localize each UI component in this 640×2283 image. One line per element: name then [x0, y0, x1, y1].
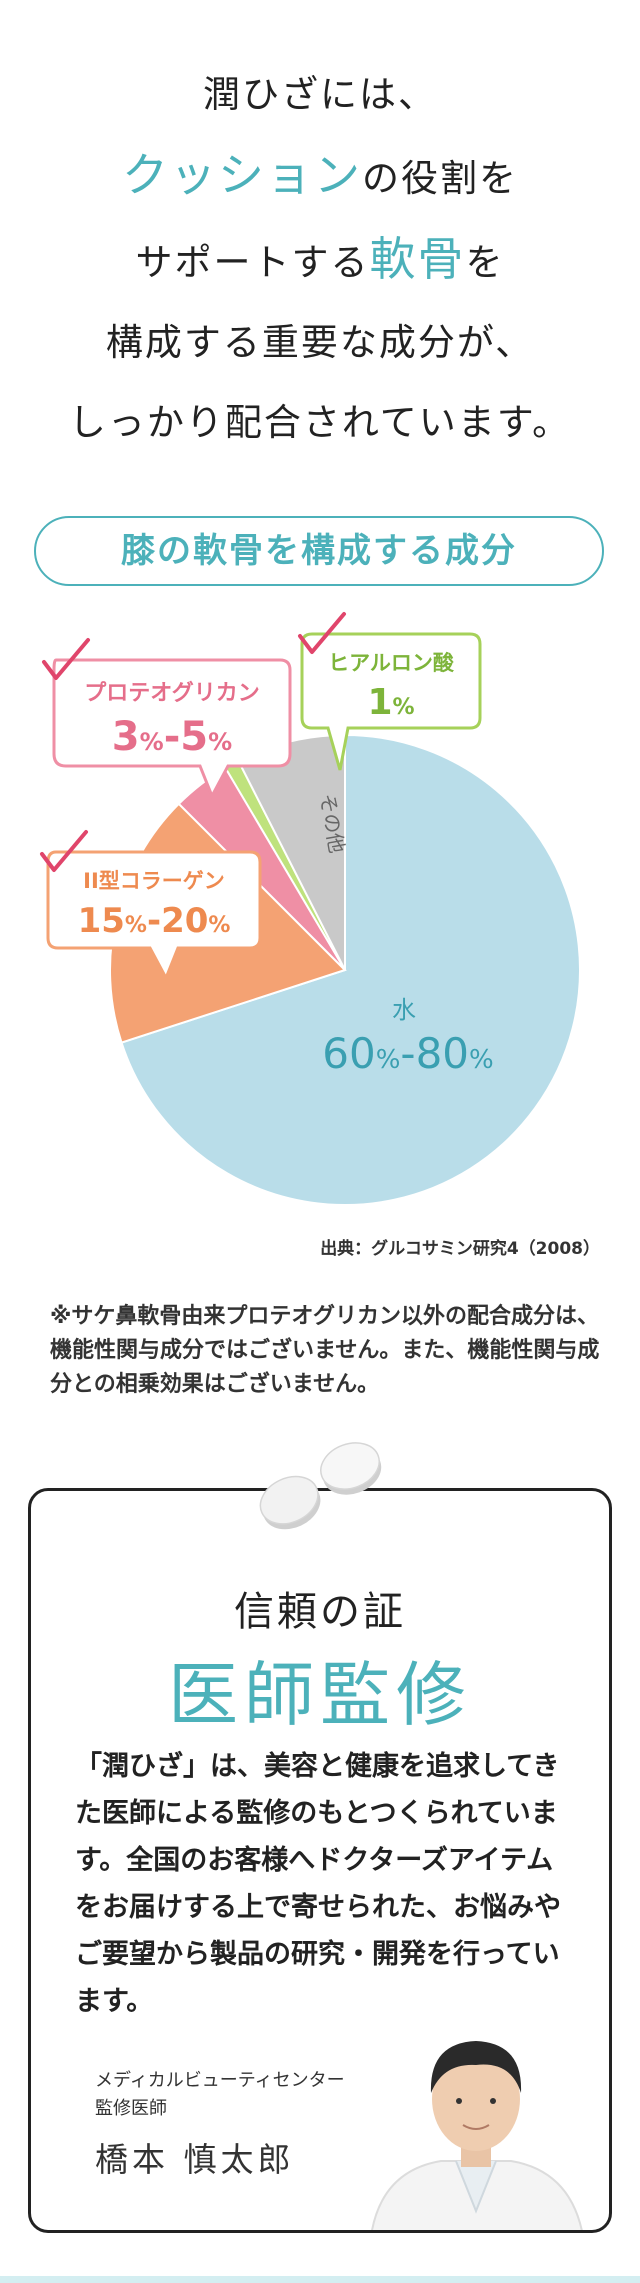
source-citation: 出典：グルコサミン研究4（2008）	[320, 1239, 600, 1259]
intro-line-3-pre: サポートする	[135, 241, 370, 284]
intro-line-2-rest: の役割を	[362, 157, 518, 200]
doctor-name: 橋本 慎太郎	[95, 2140, 295, 2179]
doctor-supervision-card: 信頼の証 医師監修 「潤ひざ」は、美容と健康を追求してきた医師による監修のもとつ…	[28, 1488, 612, 2233]
intro-line-2: クッションの役割を	[0, 135, 640, 219]
intro-line-3-post: を	[465, 241, 505, 284]
intro-line-4: 構成する重要な成分が、	[105, 321, 535, 364]
check-icon	[42, 638, 90, 680]
hyaluronic-callout: ヒアルロン酸 1%	[298, 612, 482, 771]
pie-slices	[109, 733, 581, 1206]
cartilage-composition-chart: 水 60%-80% その他 プロテオグリカン 3%-5% ヒアルロン酸 1% I…	[40, 612, 581, 1206]
check-icon	[40, 830, 88, 872]
card-title: 信頼の証	[234, 1589, 406, 1635]
hyaluronic-label: ヒアルロン酸	[328, 651, 455, 675]
collagen-label: II型コラーゲン	[83, 869, 225, 893]
collagen-value: 15%-20%	[78, 901, 231, 941]
water-value: 60%-80%	[322, 1029, 494, 1078]
hyaluronic-value: 1%	[367, 682, 414, 723]
collagen-callout: II型コラーゲン 15%-20%	[40, 830, 262, 982]
intro-line-5: しっかり配合されています。	[68, 401, 572, 444]
card-body-text: 「潤ひざ」は、美容と健康を追求してきた医師による監修のもとつくられています。全国…	[75, 1751, 561, 2017]
pie-slice-water	[120, 733, 581, 1206]
check-icon	[298, 612, 346, 654]
card-heading: 医師監修	[168, 1654, 472, 1736]
intro-line-3: サポートする軟骨を	[0, 219, 640, 303]
bottom-divider	[0, 2276, 640, 2283]
proteoglycan-callout: プロテオグリカン 3%-5%	[42, 638, 292, 800]
doctor-affiliation: メディカルビューティセンター 監修医師	[95, 2067, 345, 2123]
intro-line-1: 潤ひざには、	[203, 73, 437, 116]
section-title-pill: 膝の軟骨を構成する成分	[34, 516, 604, 586]
doctor-role: 監修医師	[95, 2098, 167, 2119]
cushion-text: クッション	[122, 148, 362, 202]
disclaimer-note: ※サケ鼻軟骨由来プロテオグリカン以外の配合成分は、機能性関与成分ではございません…	[50, 1304, 600, 1397]
doctor-portrait	[371, 2041, 583, 2230]
proteoglycan-value: 3%-5%	[112, 714, 232, 760]
cartilage-text: 軟骨	[369, 232, 466, 286]
tablet-icon	[259, 1442, 382, 1530]
water-label: 水	[392, 996, 416, 1024]
proteoglycan-label: プロテオグリカン	[84, 680, 260, 706]
doctor-org: メディカルビューティセンター	[95, 2070, 345, 2091]
intro-heading: 潤ひざには、 クッションの役割を サポートする軟骨を 構成する重要な成分が、 し…	[0, 55, 640, 463]
